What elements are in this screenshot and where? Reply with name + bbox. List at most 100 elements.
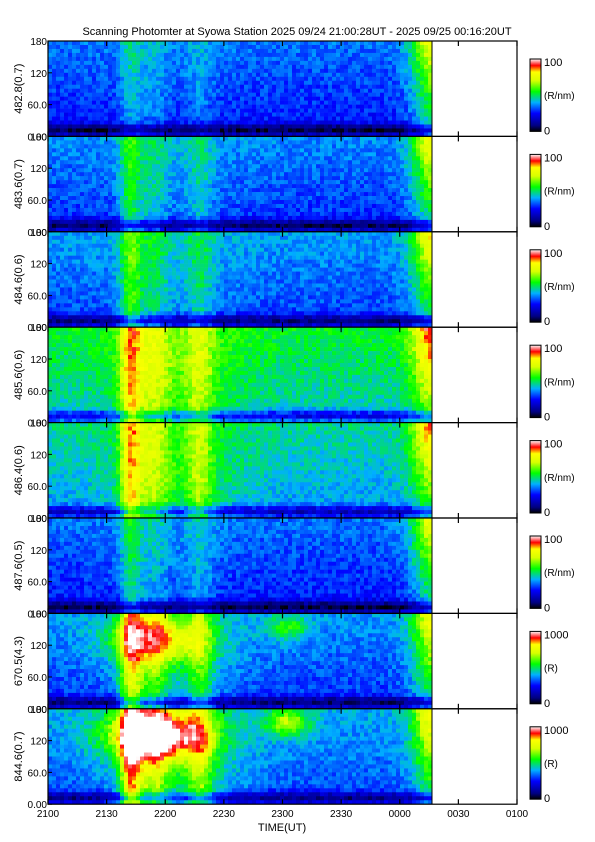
heatmap-cell bbox=[64, 307, 69, 312]
heatmap-cell bbox=[176, 112, 181, 117]
heatmap-cell bbox=[288, 44, 293, 50]
heatmap-cell bbox=[264, 56, 269, 62]
heatmap-cell bbox=[332, 100, 337, 105]
heatmap-cell bbox=[204, 88, 209, 93]
heatmap-cell bbox=[212, 168, 217, 173]
heatmap-cell bbox=[344, 112, 349, 117]
heatmap-cell bbox=[64, 295, 69, 300]
heatmap-cell bbox=[288, 192, 293, 197]
heatmap-cell bbox=[272, 200, 277, 205]
heatmap-cell bbox=[108, 172, 113, 177]
heatmap-cell bbox=[256, 176, 261, 181]
heatmap-cell bbox=[124, 140, 129, 145]
heatmap-cell bbox=[152, 211, 157, 217]
heatmap-cell bbox=[296, 152, 301, 157]
heatmap-cell bbox=[188, 223, 193, 229]
heatmap-cell bbox=[124, 104, 129, 109]
heatmap-cell bbox=[352, 172, 357, 177]
heatmap-cell bbox=[380, 136, 385, 141]
heatmap-cell bbox=[304, 128, 309, 133]
heatmap-cell bbox=[76, 303, 81, 308]
heatmap-cell bbox=[204, 112, 209, 117]
heatmap-cell bbox=[372, 196, 377, 201]
heatmap-cell bbox=[336, 215, 341, 221]
heatmap-cell bbox=[200, 56, 205, 62]
heatmap-cell bbox=[240, 223, 245, 229]
heatmap-cell bbox=[388, 76, 393, 82]
heatmap-cell bbox=[156, 164, 161, 169]
heatmap-cell bbox=[304, 136, 309, 141]
heatmap-cell bbox=[248, 160, 253, 165]
heatmap-cell bbox=[288, 112, 293, 117]
heatmap-cell bbox=[80, 219, 85, 225]
heatmap-cell bbox=[92, 60, 97, 66]
heatmap-cell bbox=[128, 219, 133, 225]
heatmap-cell bbox=[404, 68, 409, 74]
heatmap-cell bbox=[348, 192, 353, 197]
heatmap-cell bbox=[200, 92, 205, 97]
heatmap-cell bbox=[92, 200, 97, 205]
heatmap-cell bbox=[96, 243, 101, 249]
heatmap-cell bbox=[212, 215, 217, 221]
heatmap-cell bbox=[60, 323, 65, 328]
heatmap-cell bbox=[180, 176, 185, 181]
heatmap-cell bbox=[240, 188, 245, 193]
heatmap-cell bbox=[392, 80, 397, 86]
heatmap-cell bbox=[316, 172, 321, 177]
heatmap-cell bbox=[52, 203, 57, 209]
heatmap-cell bbox=[384, 48, 389, 54]
heatmap-cell bbox=[284, 184, 289, 189]
heatmap-cell bbox=[76, 160, 81, 165]
heatmap-cell bbox=[364, 52, 369, 58]
heatmap-cell bbox=[240, 100, 245, 105]
heatmap-cell bbox=[84, 188, 89, 193]
heatmap-cell bbox=[336, 64, 341, 70]
heatmap-cell bbox=[160, 140, 165, 145]
heatmap-cell bbox=[136, 148, 141, 153]
heatmap-cell bbox=[296, 108, 301, 113]
heatmap-cell bbox=[300, 116, 305, 121]
heatmap-cell bbox=[408, 168, 413, 173]
heatmap-cell bbox=[52, 188, 57, 193]
heatmap-cell bbox=[328, 211, 333, 217]
heatmap-cell bbox=[272, 152, 277, 157]
heatmap-cell bbox=[348, 92, 353, 97]
heatmap-cell bbox=[252, 84, 257, 89]
heatmap-cell bbox=[120, 192, 125, 197]
heatmap-cell bbox=[396, 219, 401, 225]
heatmap-cell bbox=[416, 120, 421, 125]
heatmap-cell bbox=[300, 219, 305, 225]
heatmap-cell bbox=[396, 100, 401, 105]
figure-title: Scanning Photomter at Syowa Station 2025… bbox=[82, 26, 511, 38]
heatmap-cell bbox=[72, 203, 77, 209]
heatmap-cell bbox=[272, 48, 277, 54]
heatmap-cell bbox=[292, 132, 297, 137]
heatmap-cell bbox=[268, 192, 273, 197]
heatmap-cell bbox=[384, 132, 389, 137]
heatmap-cell bbox=[224, 152, 229, 157]
heatmap-cell bbox=[340, 52, 345, 58]
heatmap-cell bbox=[184, 120, 189, 125]
heatmap-cell bbox=[296, 215, 301, 221]
heatmap-cell bbox=[264, 48, 269, 54]
heatmap-cell bbox=[248, 56, 253, 62]
heatmap-cell bbox=[88, 80, 93, 86]
heatmap-cell bbox=[292, 184, 297, 189]
heatmap-cell bbox=[100, 243, 105, 249]
heatmap-cell bbox=[104, 176, 109, 181]
heatmap-cell bbox=[196, 116, 201, 121]
heatmap-cell bbox=[240, 207, 245, 213]
heatmap-cell bbox=[352, 196, 357, 201]
heatmap-cell bbox=[360, 132, 365, 137]
heatmap-cell bbox=[336, 108, 341, 113]
heatmap-cell bbox=[88, 128, 93, 133]
heatmap-cell bbox=[260, 215, 265, 221]
heatmap-cell bbox=[224, 223, 229, 229]
heatmap-cell bbox=[396, 172, 401, 177]
heatmap-cell bbox=[200, 120, 205, 125]
heatmap-cell bbox=[228, 203, 233, 209]
heatmap-cell bbox=[356, 176, 361, 181]
heatmap-cell bbox=[64, 52, 69, 58]
heatmap-cell bbox=[296, 148, 301, 153]
heatmap-cell bbox=[260, 52, 265, 58]
